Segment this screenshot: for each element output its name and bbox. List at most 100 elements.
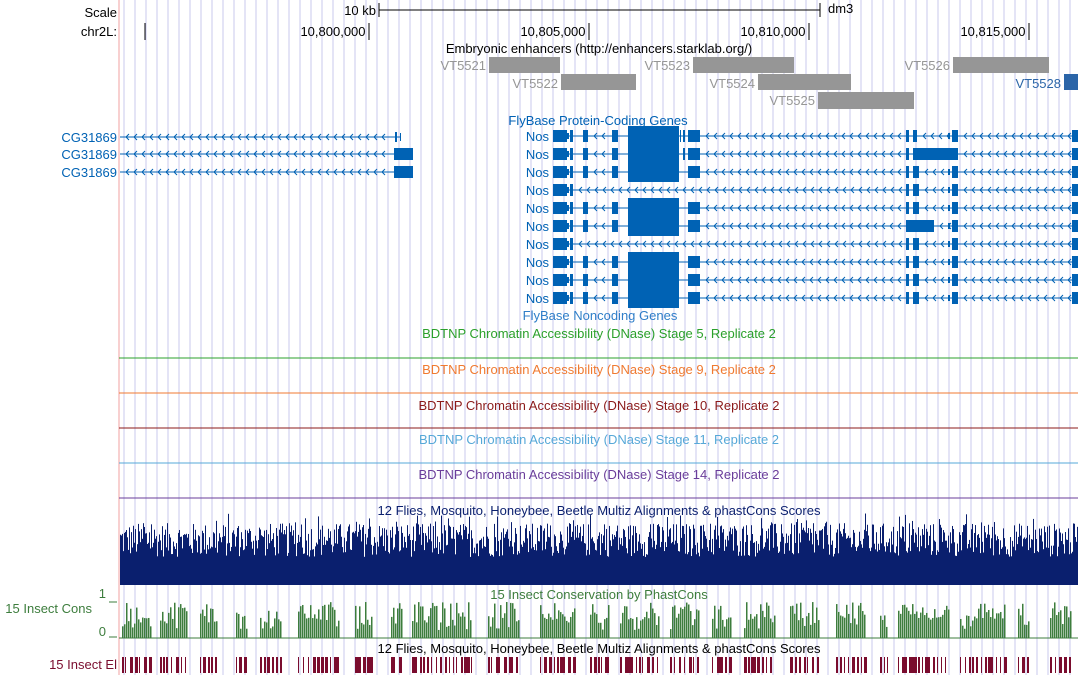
strand-arrow: [785, 258, 790, 266]
conserved-element: [471, 657, 472, 673]
phastcons-bar: [744, 628, 746, 638]
strand-arrow: [817, 132, 822, 140]
phastcons-bar: [658, 616, 660, 638]
strand-arrow: [866, 186, 871, 194]
strand-arrow: [593, 222, 598, 230]
phastcons-bar: [1000, 611, 1002, 638]
exon-block: [583, 274, 588, 286]
phastcons-bar: [966, 615, 968, 638]
phastcons-bar: [684, 606, 686, 638]
strand-arrow: [1003, 204, 1008, 212]
multiz-bar: [485, 546, 486, 585]
multiz-bar: [190, 544, 191, 585]
multiz-track[interactable]: 12 Flies, Mosquito, Honeybee, Beetle Mul…: [120, 503, 1078, 585]
gene-label: Nos: [526, 201, 550, 216]
multiz-bar: [425, 533, 426, 585]
gene-model-nos[interactable]: Nos: [526, 183, 1078, 198]
strand-arrow: [1067, 132, 1072, 140]
multiz-bar: [436, 547, 437, 585]
gene-model-nos[interactable]: Nos: [526, 252, 1078, 272]
utr-tick: [948, 133, 950, 139]
strand-arrow: [1027, 240, 1032, 248]
strand-arrow: [642, 240, 647, 248]
enhancer-feature[interactable]: VT5525: [769, 92, 914, 109]
enhancer-feature[interactable]: VT5524: [709, 74, 851, 91]
conserved-element: [317, 657, 320, 673]
gene-model-cg31869[interactable]: CG31869: [61, 147, 413, 162]
gene-model-nos[interactable]: Nos: [526, 162, 1078, 182]
dnase-tracks[interactable]: BDTNP Chromatin Accessibility (DNase) St…: [119, 326, 1078, 499]
strand-arrow: [173, 168, 178, 176]
conserved-element: [744, 657, 747, 673]
phastcons-bar: [208, 622, 210, 638]
strand-arrow: [873, 258, 878, 266]
multiz-bar: [738, 555, 739, 585]
strand-arrow: [721, 294, 726, 302]
phastcons-bar: [880, 615, 882, 638]
phastcons-bar: [330, 602, 332, 638]
multiz-bar: [933, 524, 934, 585]
phastcons-bar: [450, 603, 452, 638]
multiz-bar: [578, 537, 579, 585]
gene-model-nos[interactable]: Nos: [526, 216, 1078, 236]
gene-model-nos[interactable]: Nos: [526, 288, 1078, 308]
multiz-bar: [889, 538, 890, 585]
phastcons-bar: [652, 608, 654, 638]
phastcons-bar: [540, 605, 542, 638]
gene-models[interactable]: CG31869CG31869CG31869NosNosNosNosNosNosN…: [61, 126, 1078, 308]
phastcons-bar: [624, 606, 626, 638]
enhancer-block[interactable]: [818, 92, 914, 109]
gene-model-nos[interactable]: Nos: [526, 237, 1078, 252]
strand-arrow: [333, 150, 338, 158]
multiz-bar: [711, 552, 712, 585]
enhancers-track[interactable]: Embryonic enhancers (http://enhancers.st…: [440, 41, 1078, 109]
multiz-bar: [814, 552, 815, 585]
enhancer-feature[interactable]: VT5526: [904, 57, 1049, 73]
phastcons-bar: [318, 609, 320, 638]
gene-model-nos[interactable]: Nos: [526, 270, 1078, 290]
enhancer-block[interactable]: [693, 57, 794, 73]
conserved-element: [412, 657, 415, 673]
strand-arrow: [833, 294, 838, 302]
gene-model-nos[interactable]: Nos: [526, 144, 1078, 164]
enhancer-block[interactable]: [758, 74, 851, 90]
protein-coding-genes-track[interactable]: FlyBase Protein-Coding Genes CG31869CG31…: [61, 113, 1078, 323]
strand-arrow: [277, 133, 282, 141]
multiz-bar: [470, 556, 471, 585]
multiz-bar: [251, 541, 252, 585]
multiz-bar: [140, 542, 141, 585]
phastcons-bar: [170, 607, 172, 638]
strand-arrow: [722, 240, 727, 248]
enhancer-block[interactable]: [489, 57, 560, 73]
gene-model-cg31869[interactable]: CG31869: [61, 165, 413, 180]
enhancer-feature[interactable]: VT5528: [1015, 74, 1078, 91]
enhancer-block[interactable]: [953, 57, 1049, 73]
enhancer-feature[interactable]: VT5521: [440, 57, 560, 73]
enhancer-feature[interactable]: VT5522: [512, 74, 636, 91]
multiz-bar: [622, 545, 623, 585]
enhancer-block[interactable]: [1064, 74, 1078, 90]
insect-cons-track[interactable]: 15 Insect Cons 1 0 15 Insect Conservatio…: [5, 586, 1078, 639]
strand-arrow: [149, 150, 154, 158]
multiz-bar: [370, 526, 371, 585]
multiz-bar: [238, 526, 239, 585]
multiz-bar: [233, 530, 234, 585]
insect-elements-track[interactable]: 12 Flies, Mosquito, Honeybee, Beetle Mul…: [49, 641, 1071, 673]
multiz-bar: [837, 529, 838, 585]
multiz-track-title: 12 Flies, Mosquito, Honeybee, Beetle Mul…: [378, 503, 821, 518]
multiz-bar: [998, 539, 999, 585]
phastcons-bar: [460, 616, 462, 638]
multiz-bar: [544, 528, 545, 585]
ruler[interactable]: Scale 10 kb dm3 chr2L: 10,800,000 10,805…: [81, 1, 1030, 40]
multiz-bar: [194, 539, 195, 585]
strand-arrow: [737, 276, 742, 284]
gene-model-nos[interactable]: Nos: [526, 126, 1078, 146]
enhancer-feature[interactable]: VT5523: [644, 57, 794, 73]
gene-model-cg31869[interactable]: CG31869: [61, 130, 401, 145]
gene-model-nos[interactable]: Nos: [526, 198, 1078, 218]
multiz-bar: [438, 553, 439, 585]
enhancer-block[interactable]: [561, 74, 636, 90]
multiz-bar: [248, 533, 249, 585]
